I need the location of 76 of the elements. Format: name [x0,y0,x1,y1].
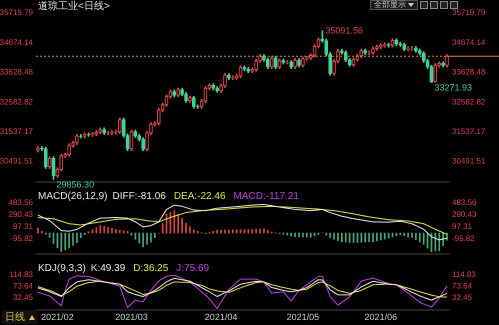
candlestick [82,132,87,138]
candlestick [227,73,231,80]
candlestick [94,130,98,136]
series-label: D:36.25 [133,262,169,274]
chart-title: 道琼工业<日线> [38,0,110,12]
chart-title: MACD(26,12,9) [38,190,108,202]
y-tick-label: 30491.51 [0,156,34,166]
annotation: 29856.30 [56,179,94,190]
y-tick-label: 31537.17 [0,126,34,136]
text: 日线 [5,310,25,324]
y-tick-label: 290.43 [8,210,34,220]
y-tick-label: 114.83 [9,270,34,280]
series-label: DIFF:-81.06 [112,190,166,202]
candlestick [371,46,375,55]
candlestick [192,96,196,109]
y-tick-label: 483.56 [8,198,34,208]
candlestick [274,56,278,70]
y2-tick-label: 290.43 [452,210,478,220]
candlestick [172,90,176,98]
candlestick [375,44,379,51]
chart-title: KDJ(9,3,3) [38,262,86,274]
y2-tick-label: 34674.14 [452,38,486,47]
y2-tick-label: 31537.17 [452,126,486,136]
y-tick-label: -95.82 [10,234,34,244]
y-tick-label: 35719.79 [0,8,34,18]
series-label: K:49.39 [90,262,126,274]
candlestick [242,65,246,72]
y2-tick-label: 114.83 [452,270,476,280]
candlestick [434,63,438,82]
candlestick [297,58,301,68]
y2-tick-label: 32582.82 [452,97,486,106]
candlestick [394,38,398,46]
text: 全部显示 [374,0,406,9]
candlestick [390,38,394,48]
y2-tick-label: 73.64 [452,282,473,291]
candlestick [360,48,364,58]
candlestick [238,65,242,78]
candlestick [184,92,188,103]
candlestick [289,60,294,69]
candlestick [52,156,56,180]
y2-tick-label: 32.45 [452,293,473,302]
candlestick [141,137,145,152]
series-label: J:75.69 [176,262,210,274]
candlestick [246,67,250,74]
y-tick-label: 34674.14 [0,38,34,47]
y-tick-label: 73.64 [12,282,34,291]
candlestick [352,57,356,67]
x-tick-label: 2021/06 [364,312,398,322]
candlestick [278,58,282,70]
annotation: 35091.56 [325,25,363,36]
text: MACD:-117.21 [234,190,300,202]
y-tick-label: 33628.48 [0,68,34,77]
candlestick [410,46,414,51]
candlestick [402,42,406,52]
y2-tick-label: 483.56 [452,198,478,208]
y-tick-label: 32582.82 [0,97,34,106]
series-label: DEA:-22.46 [174,190,226,202]
y2-tick-label: -95.82 [452,234,476,244]
x-tick-label: 2021/05 [286,312,320,322]
y2-tick-label: 35719.79 [452,8,486,18]
candlestick [282,58,286,64]
x-tick-label: 2021/04 [204,312,238,322]
y2-tick-label: 97.31 [452,222,473,232]
y-tick-label: 32.45 [12,293,34,302]
candlestick [110,130,114,136]
x-tick-label: 2021/02 [41,312,74,322]
annotation: 33271.93 [434,82,472,92]
x-tick-label: 2021/03 [115,312,148,322]
y2-tick-label: 33628.48 [452,68,486,77]
candlestick [90,132,94,137]
candlestick [293,58,297,69]
candlestick [445,54,449,68]
y-tick-label: 97.31 [12,222,34,232]
y2-tick-label: 30491.51 [452,156,486,166]
candlestick [130,130,134,151]
candlestick [75,134,79,145]
